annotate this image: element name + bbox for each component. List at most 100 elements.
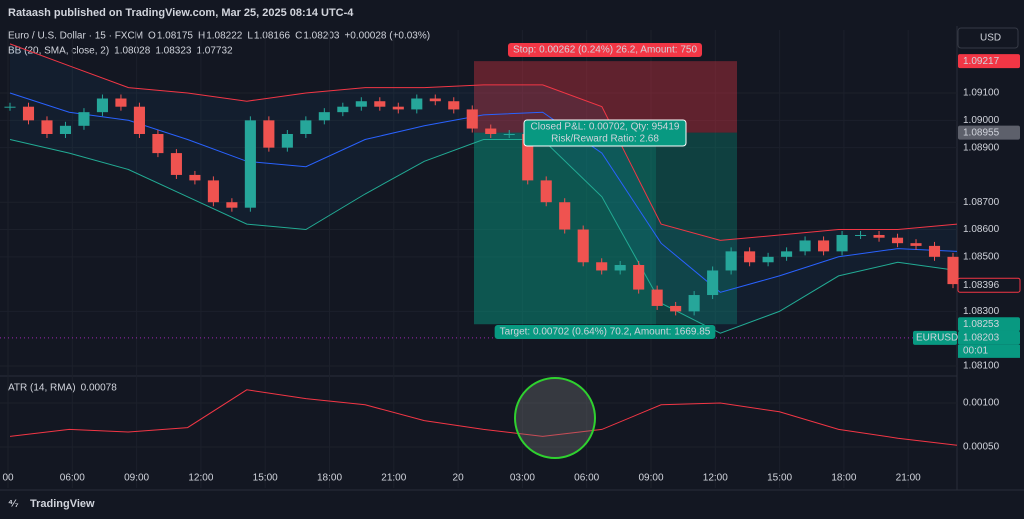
candle bbox=[78, 112, 90, 126]
x-tick-label: 15:00 bbox=[767, 473, 792, 484]
candle bbox=[355, 101, 367, 107]
x-tick-label: 20 bbox=[453, 473, 465, 484]
price-label: 1.09217 bbox=[963, 56, 1000, 67]
x-tick-label: 21:00 bbox=[896, 473, 921, 484]
symbol-tag-box bbox=[913, 330, 957, 345]
x-tick-label: 12:00 bbox=[703, 473, 728, 484]
candle bbox=[263, 120, 275, 148]
candle bbox=[281, 133, 293, 148]
candle bbox=[947, 256, 959, 285]
candle bbox=[392, 106, 404, 110]
price-label: 1.08955 bbox=[963, 127, 1000, 138]
candle bbox=[725, 251, 737, 271]
candle bbox=[485, 128, 497, 134]
currency-box[interactable] bbox=[957, 27, 1019, 49]
candle bbox=[707, 270, 719, 296]
candle bbox=[22, 106, 35, 121]
x-tick-label: 06:00 bbox=[574, 473, 599, 484]
pnl-label: Closed P&L: 0.00702, Qty: 95419 bbox=[531, 122, 680, 133]
candle bbox=[429, 98, 441, 102]
candle bbox=[522, 133, 534, 181]
legend-item: 1.08166 bbox=[254, 31, 291, 42]
legend-item: BB (20, SMA, close, 2) bbox=[8, 46, 109, 57]
x-tick-label: 12:00 bbox=[188, 473, 213, 484]
legend-item: +0.00028 (+0.03%) bbox=[344, 31, 430, 42]
price-label-box bbox=[957, 277, 1021, 293]
currency[interactable]: USD bbox=[980, 33, 1001, 44]
rr-label: Risk/Reward Ratio: 2.68 bbox=[551, 134, 659, 145]
x-tick-label: 03:00 bbox=[510, 473, 535, 484]
y-tick-label: 1.09100 bbox=[963, 88, 1000, 99]
header: Rataash published on TradingView.com, Ma… bbox=[8, 7, 354, 19]
candle bbox=[873, 234, 885, 238]
legend-item: 1.08028 bbox=[114, 46, 151, 57]
candle bbox=[928, 245, 941, 257]
atr-line bbox=[9, 389, 958, 446]
plot: 1.09100 1.09000 1.08900 1.08700 1.08600 1.085… bbox=[0, 30, 1021, 488]
legend-item: 1.08222 bbox=[206, 31, 243, 42]
candle bbox=[4, 106, 16, 108]
y-tick-label: 1.08700 bbox=[963, 197, 1000, 208]
candle bbox=[244, 120, 256, 208]
legend-item: 1.08323 bbox=[155, 46, 192, 57]
time-box bbox=[958, 344, 1020, 358]
candle bbox=[744, 251, 756, 263]
candle bbox=[540, 180, 552, 203]
candle bbox=[596, 262, 608, 271]
candle bbox=[41, 120, 53, 134]
price-label-box bbox=[958, 330, 1020, 345]
candle bbox=[910, 243, 922, 246]
legend-item: 0.00078 bbox=[81, 383, 118, 394]
candle bbox=[133, 106, 145, 134]
candle bbox=[688, 295, 700, 312]
price-label: 1.08253 bbox=[963, 319, 1000, 330]
x-tick-label: 09:00 bbox=[638, 473, 663, 484]
candle bbox=[189, 174, 201, 181]
x-tick-label: 00 bbox=[2, 473, 14, 484]
x-tick-label: 18:00 bbox=[317, 473, 342, 484]
candle bbox=[670, 305, 682, 312]
band-line bbox=[9, 43, 958, 241]
candle bbox=[226, 202, 238, 208]
candle bbox=[152, 133, 164, 154]
legend: Euro / U.S. Dollar · 15 · FXCM O 1.08175 H 1… bbox=[8, 31, 430, 394]
candle bbox=[614, 265, 626, 271]
x-tick-label: 15:00 bbox=[253, 473, 278, 484]
legend-item: H bbox=[198, 31, 205, 42]
candle bbox=[762, 256, 774, 263]
brand-logo: ⁴⁄₇ bbox=[8, 499, 19, 510]
legend-item: 1.08203 bbox=[303, 31, 340, 42]
x-tick-label: 18:00 bbox=[831, 473, 856, 484]
candle bbox=[448, 101, 460, 110]
candle bbox=[651, 289, 663, 306]
stop-label-box bbox=[507, 43, 703, 57]
legend-item: C bbox=[295, 31, 302, 42]
price-label-box bbox=[958, 125, 1020, 140]
target-zone bbox=[474, 132, 737, 325]
candle bbox=[633, 265, 645, 290]
stop-label: Stop: 0.00262 (0.24%) 26.2, Amount: 750 bbox=[513, 45, 697, 56]
band-fill bbox=[10, 43, 957, 334]
legend-item: L bbox=[247, 31, 253, 42]
candle bbox=[503, 133, 515, 135]
y-tick-label: 1.08300 bbox=[963, 306, 1000, 317]
symbol-tag: EURUSD bbox=[916, 333, 958, 344]
legend-item: 1.07732 bbox=[196, 46, 233, 57]
candle bbox=[96, 98, 108, 113]
candle bbox=[818, 240, 830, 252]
pnl-box bbox=[523, 119, 687, 147]
candle bbox=[781, 251, 793, 257]
target-label-box bbox=[494, 325, 716, 339]
band-line bbox=[9, 92, 958, 293]
price-label-box bbox=[958, 54, 1020, 69]
price-label: 1.08396 bbox=[963, 280, 1000, 291]
legend-item: Euro / U.S. Dollar · 15 · FXCM bbox=[8, 31, 143, 42]
candle bbox=[300, 120, 312, 134]
target-label: Target: 0.00702 (0.64%) 70.2, Amount: 16… bbox=[500, 327, 711, 338]
candle bbox=[374, 101, 386, 107]
candle bbox=[836, 234, 848, 252]
brand: TradingView bbox=[30, 498, 95, 510]
candle bbox=[577, 229, 589, 263]
candle bbox=[799, 240, 811, 252]
